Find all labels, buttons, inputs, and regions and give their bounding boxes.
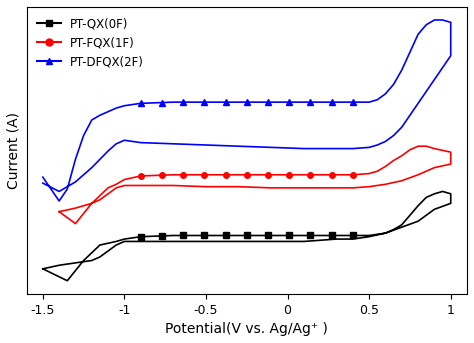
X-axis label: Potential(V vs. Ag/Ag⁺ ): Potential(V vs. Ag/Ag⁺ ) bbox=[165, 322, 328, 336]
Y-axis label: Current (A): Current (A) bbox=[7, 112, 21, 189]
Legend: PT-QX(0F), PT-FQX(1F), PT-DFQX(2F): PT-QX(0F), PT-FQX(1F), PT-DFQX(2F) bbox=[32, 13, 149, 73]
